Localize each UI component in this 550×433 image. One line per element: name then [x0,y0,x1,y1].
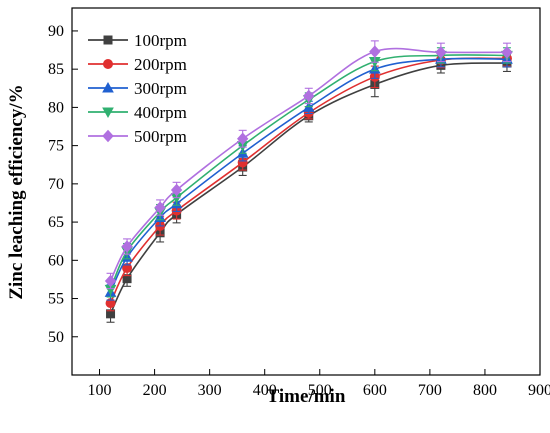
x-tick-label: 600 [363,382,387,399]
legend-marker [102,129,114,143]
series-layer [104,40,513,323]
legend-marker [103,59,113,69]
y-tick-label: 75 [48,138,64,155]
data-point [369,45,381,58]
legend-label: 100rpm [134,31,187,50]
series-line [109,47,507,282]
legend-label: 300rpm [134,79,187,98]
legend-marker [103,35,113,45]
legend-marker [102,81,114,93]
y-tick-label: 80 [48,99,64,116]
data-point [501,46,513,59]
y-tick-label: 70 [48,176,64,193]
axes: 100 200 300 400 500 600 700 800 900 50 55 60 65 70 75 8… [48,23,550,399]
series-500rpm [104,40,513,290]
legend-label: 500rpm [134,127,187,146]
data-point [237,132,249,145]
legend: 100rpm 200rpm 300rpm 400rpm 500rpm [88,31,187,146]
data-point [435,46,447,59]
x-tick-label: 100 [88,382,112,399]
x-tick-label: 200 [143,382,167,399]
y-tick-label: 60 [48,252,64,269]
data-point [121,240,133,253]
y-tick-label: 85 [48,61,64,78]
x-tick-label: 700 [418,382,442,399]
x-axis-label: Time/min [267,386,346,407]
legend-marker [102,107,114,119]
legend-label: 400rpm [134,103,187,122]
x-tick-label: 500 [308,382,332,399]
legend-label: 200rpm [134,55,187,74]
y-tick-label: 50 [48,329,64,346]
data-point [303,89,315,103]
x-tick-label: 400 [253,382,277,399]
x-tick-label: 300 [198,382,222,399]
y-tick-label: 55 [48,291,64,308]
data-point [154,201,166,214]
y-tick-label: 65 [48,214,64,231]
plot-frame [71,7,541,376]
data-point [104,274,117,288]
y-tick-label: 90 [48,23,64,40]
data-point [170,183,183,197]
x-tick-label: 800 [473,382,497,399]
y-axis-label: Zinc leaching efficiency/% [6,84,27,299]
x-tick-label: 900 [528,382,550,399]
